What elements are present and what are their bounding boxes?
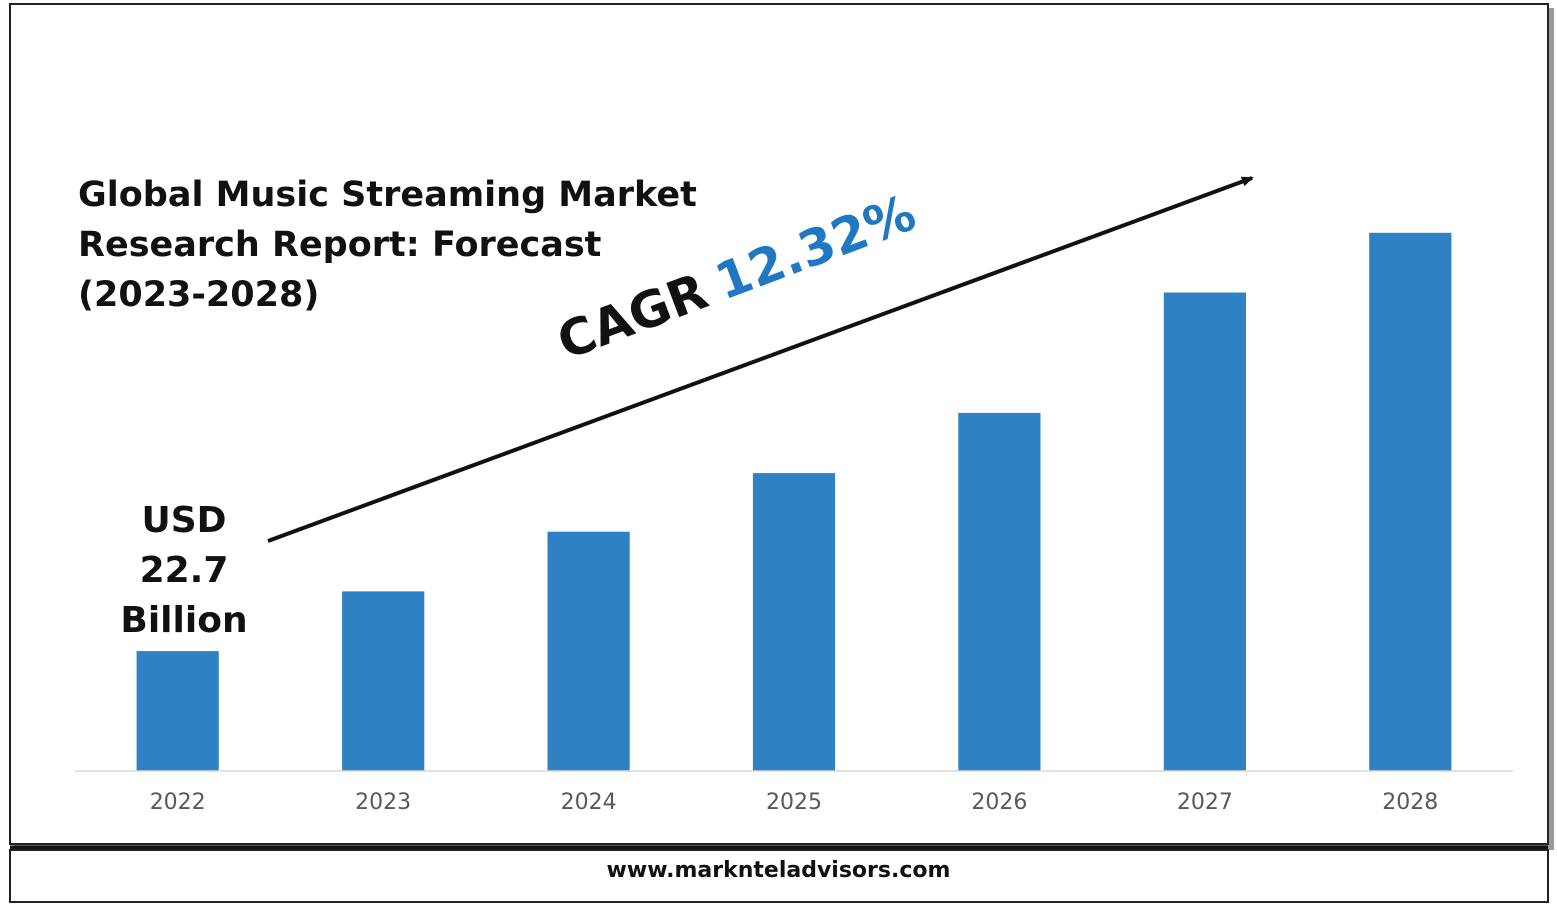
x-tick-label-2028: 2028: [1382, 790, 1438, 815]
chart-title-line-1: Global Music Streaming Market: [78, 175, 697, 215]
start-value-line-2: 22.7: [139, 550, 229, 591]
x-tick-label-2022: 2022: [150, 790, 206, 815]
trend-arrow: [267, 176, 1254, 543]
x-tick-label-2024: 2024: [561, 790, 617, 815]
bar-2025: [752, 473, 836, 771]
x-tick-label-2027: 2027: [1177, 790, 1233, 815]
chart-title: Global Music Streaming Market Research R…: [78, 170, 718, 320]
x-tick-labels: 2022 2023 2024 2025 2026 2027 2028: [150, 790, 1439, 815]
bar-2024: [547, 531, 630, 771]
start-value-annotation: USD 22.7 Billion: [108, 496, 260, 646]
bar-2028: [1369, 232, 1452, 772]
bar-2026: [958, 412, 1041, 771]
start-value-line-1: USD: [141, 500, 227, 541]
bar-2022: [136, 651, 219, 771]
bar-2027: [1163, 292, 1246, 771]
bars-layer: [136, 232, 1452, 772]
start-value-line-3: Billion: [120, 600, 248, 641]
chart-title-line-2: Research Report: Forecast: [78, 225, 602, 265]
footer-url[interactable]: www.marknteladvisors.com: [606, 858, 951, 883]
x-tick-label-2026: 2026: [971, 790, 1027, 815]
x-tick-label-2025: 2025: [766, 790, 822, 815]
chart-title-line-3: (2023-2028): [78, 275, 320, 315]
footer-box: [9, 849, 1549, 903]
x-tick-label-2023: 2023: [355, 790, 411, 815]
bar-2023: [342, 591, 425, 771]
